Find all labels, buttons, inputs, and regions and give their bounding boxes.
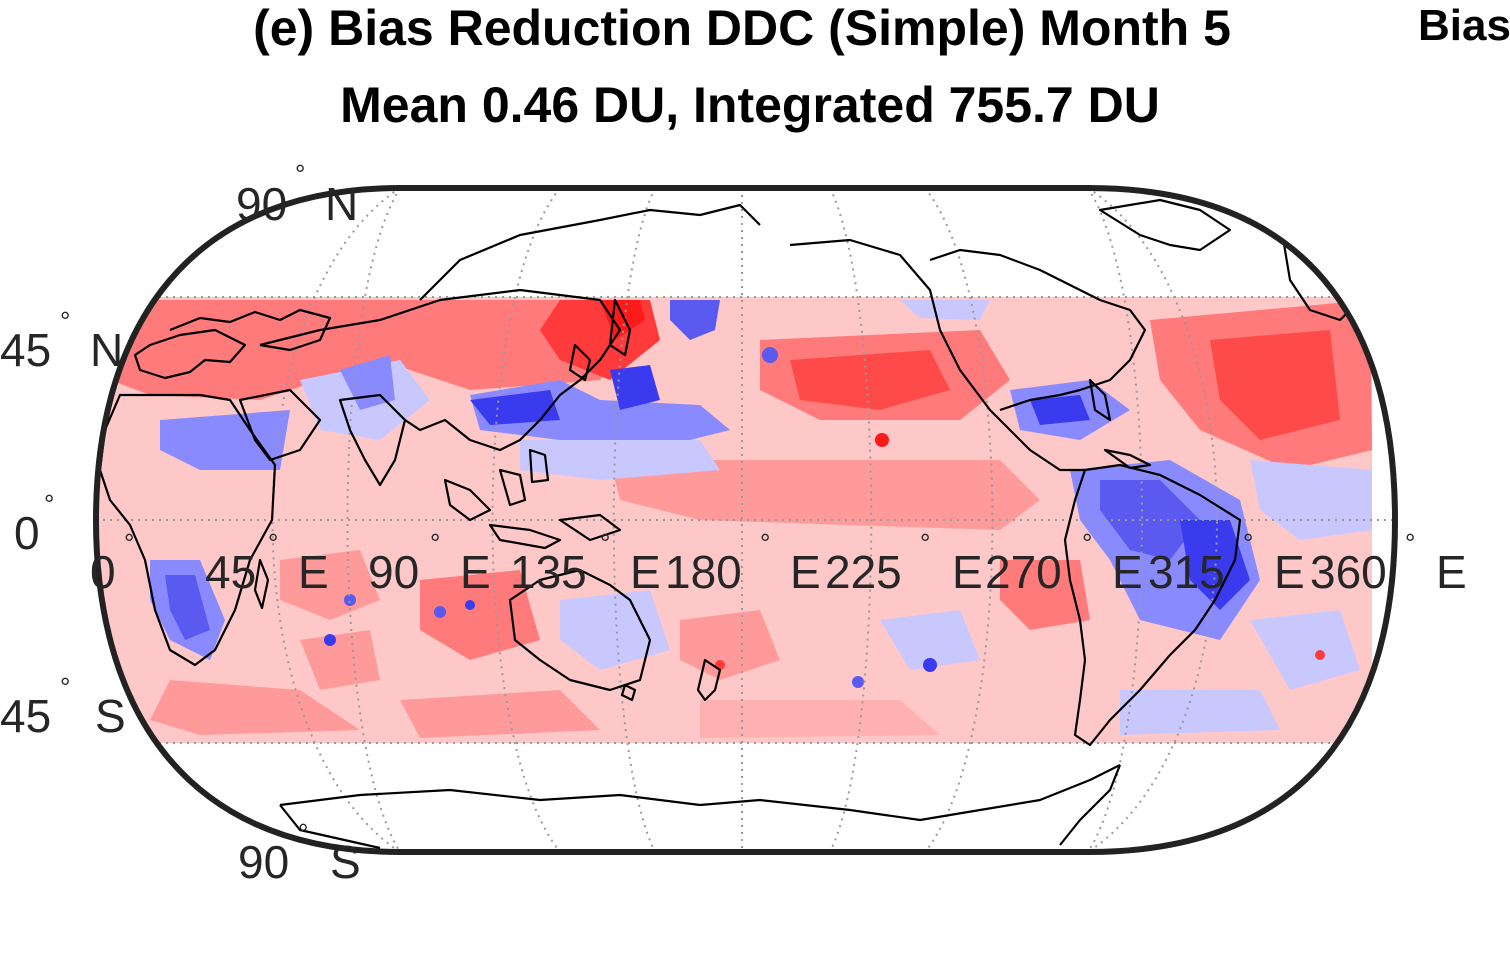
coastlines (98, 188, 1362, 850)
lon-label-180e: 180 ° E (665, 528, 821, 598)
svg-text:S: S (330, 836, 361, 888)
svg-text:°: ° (600, 528, 610, 558)
svg-text:0: 0 (14, 507, 40, 559)
longitude-labels: 0 ° 45 ° E 90 ° E 135 ° E 180 ° E 225 ° … (90, 528, 1467, 598)
svg-text:°: ° (920, 528, 930, 558)
svg-text:°: ° (1405, 528, 1415, 558)
figure-title-line1: (e) Bias Reduction DDC (Simple) Month 5 (253, 0, 1231, 56)
svg-text:°: ° (295, 159, 305, 189)
svg-text:°: ° (1082, 528, 1092, 558)
svg-text:E: E (298, 546, 329, 598)
svg-text:45: 45 (0, 690, 51, 742)
latitude-labels: 90 ° N 45 ° N 0 ° 45 ° S 90 ° S (0, 159, 361, 888)
svg-text:0: 0 (90, 546, 116, 598)
svg-text:°: ° (760, 528, 770, 558)
svg-text:°: ° (268, 528, 278, 558)
svg-text:°: ° (44, 489, 54, 519)
svg-text:225: 225 (825, 546, 902, 598)
svg-text:45: 45 (0, 324, 51, 376)
svg-text:90: 90 (238, 836, 289, 888)
svg-text:E: E (1274, 546, 1305, 598)
svg-text:N: N (90, 324, 123, 376)
svg-text:°: ° (1243, 528, 1253, 558)
svg-text:°: ° (60, 672, 70, 702)
svg-text:°: ° (298, 818, 308, 848)
bias-contours (96, 300, 1372, 738)
graticule (96, 188, 1395, 852)
svg-text:90: 90 (236, 178, 287, 230)
lon-label-135e: 135 ° E (510, 528, 661, 598)
lon-label-45e: 45 ° E (205, 528, 329, 598)
lat-label-90s: 90 ° S (238, 818, 361, 888)
lat-label-0: 0 ° (14, 489, 54, 559)
lat-label-45s: 45 ° S (0, 672, 126, 742)
lon-label-90e: 90 ° E (368, 528, 491, 598)
svg-text:270: 270 (985, 546, 1062, 598)
svg-text:S: S (95, 690, 126, 742)
lon-label-225e: 225 ° E (825, 528, 983, 598)
next-panel-title-fragment: Bias (1418, 1, 1510, 50)
lon-label-315e: 315 ° E (1148, 528, 1305, 598)
svg-text:°: ° (124, 528, 134, 558)
svg-text:135: 135 (510, 546, 587, 598)
lon-label-270e: 270 ° E (985, 528, 1143, 598)
svg-text:E: E (630, 546, 661, 598)
svg-text:45: 45 (205, 546, 256, 598)
svg-text:N: N (325, 178, 358, 230)
lon-label-360e: 360 ° E (1310, 528, 1467, 598)
svg-text:°: ° (60, 306, 70, 336)
map-frame (92, 185, 1399, 855)
lon-label-0: 0 ° (90, 528, 134, 598)
svg-text:360: 360 (1310, 546, 1387, 598)
lat-label-90n: 90 ° N (236, 159, 358, 230)
svg-text:E: E (1112, 546, 1143, 598)
svg-text:E: E (790, 546, 821, 598)
svg-text:E: E (1436, 546, 1467, 598)
svg-text:E: E (460, 546, 491, 598)
lat-label-45n: 45 ° N (0, 306, 123, 376)
svg-text:90: 90 (368, 546, 419, 598)
figure-title-line2: Mean 0.46 DU, Integrated 755.7 DU (340, 77, 1160, 133)
svg-text:°: ° (430, 528, 440, 558)
svg-text:E: E (952, 546, 983, 598)
svg-text:180: 180 (665, 546, 742, 598)
svg-text:315: 315 (1148, 546, 1225, 598)
